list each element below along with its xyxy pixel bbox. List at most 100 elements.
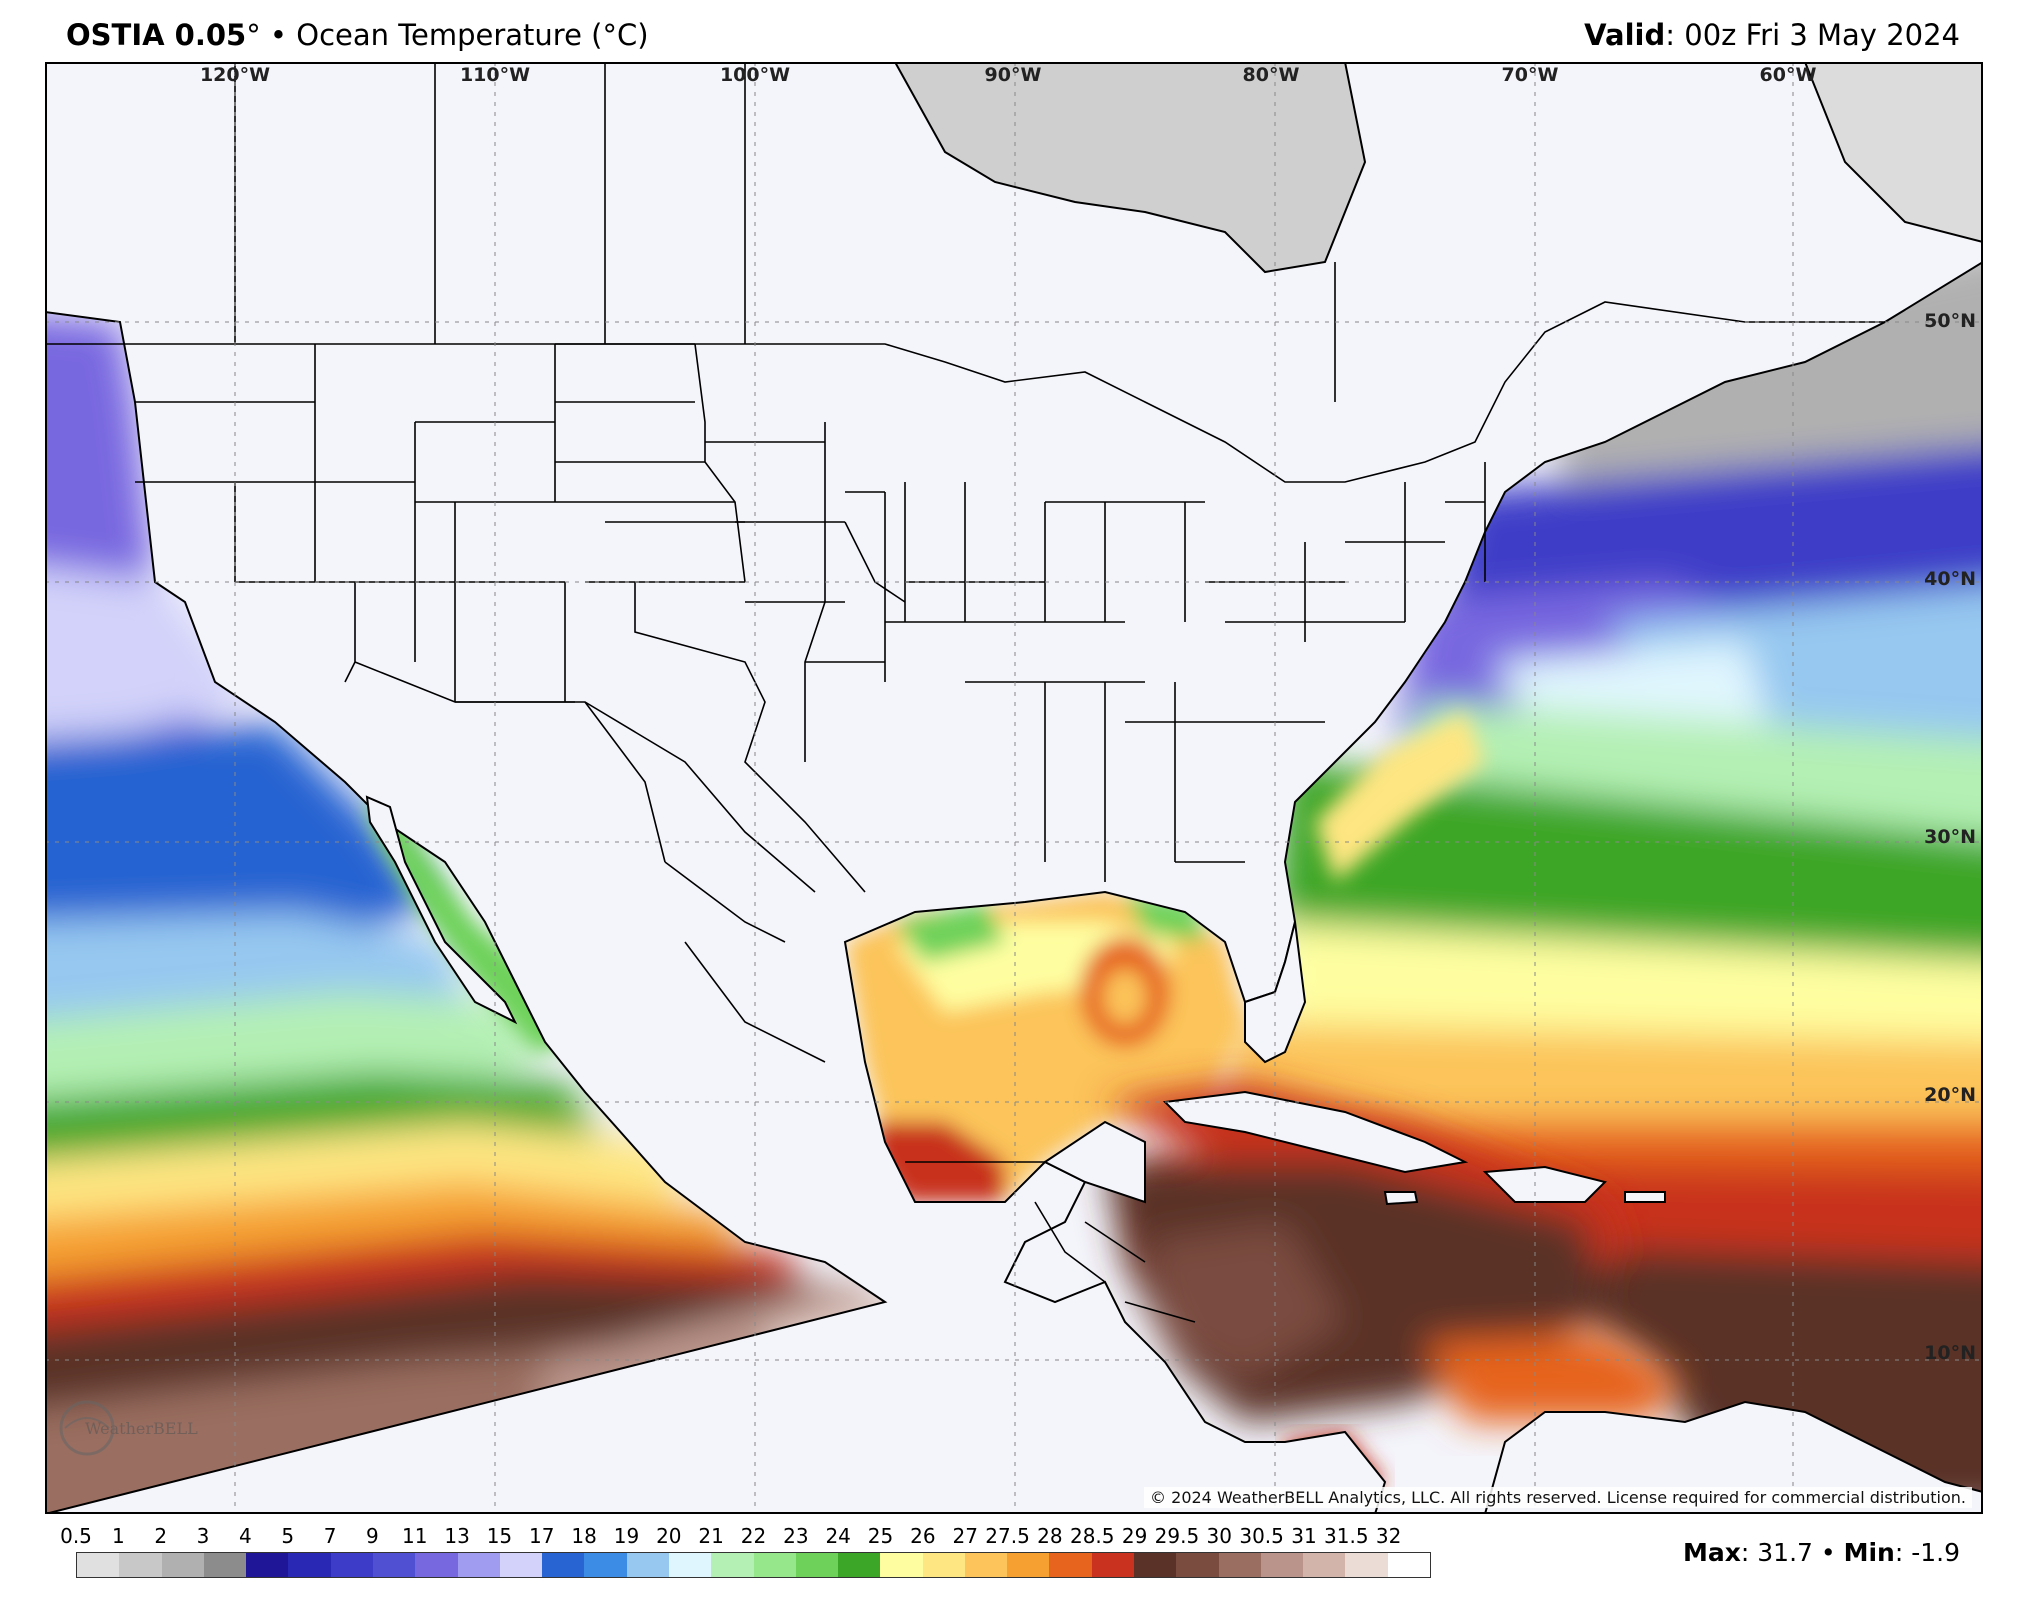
lat-label-50n: 50°N [1924,310,1976,332]
land-mass [45,62,1983,1514]
sst-map [45,62,1983,1514]
legend-swatch [77,1553,120,1577]
title-bullet: • [269,18,288,52]
legend-label: 26 [910,1524,936,1548]
legend-swatch [880,1553,923,1577]
lon-label-120w: 120°W [199,64,271,86]
lon-label-90w: 90°W [984,64,1042,86]
legend-label: 30 [1206,1524,1233,1548]
legend-label: 27.5 [985,1524,1030,1548]
legend-label: 5 [281,1524,295,1548]
legend-label: 4 [239,1524,252,1548]
weatherbell-logo: WeatherBELL [59,1400,198,1456]
legend-swatch [1091,1553,1135,1577]
valid-time-value: : 00z Fri 3 May 2024 [1665,18,1960,52]
legend-label: 17 [529,1524,555,1548]
legend-swatch [119,1553,162,1577]
legend-swatch [922,1553,965,1577]
legend-labels: 0.5 1 2 3 4 5 7 9 11 13 15 17 18 19 20 21 22 23 24 25 26 27 27… [58,1524,1438,1550]
legend-label: 15 [486,1524,513,1548]
legend-swatch [1218,1553,1261,1577]
valid-time: Valid: 00z Fri 3 May 2024 [1584,18,1960,52]
legend-swatch [753,1553,796,1577]
min-value: : -1.9 [1894,1538,1960,1567]
legend-swatch [1134,1553,1177,1577]
svg-text:WeatherBELL: WeatherBELL [85,1419,198,1438]
legend-swatch [499,1553,543,1577]
legend-label: 30.5 [1239,1524,1284,1548]
legend-label: 18 [571,1524,597,1548]
legend-swatch [1049,1553,1092,1577]
legend-swatch [795,1553,839,1577]
legend-swatch [288,1553,331,1577]
legend-swatch [457,1553,500,1577]
legend-swatch [1387,1553,1430,1577]
legend-label: 1 [111,1524,125,1548]
lon-label-100w: 100°W [719,64,791,86]
legend-label: 2 [154,1524,168,1548]
legend-label: 24 [825,1524,851,1548]
legend-label: 29.5 [1154,1524,1200,1548]
lat-label-40n: 40°N [1924,568,1976,590]
legend-label: 28.5 [1069,1524,1115,1548]
legend-label: 20 [656,1524,682,1548]
degree-symbol: ° [246,18,261,52]
graticule [45,62,1983,1514]
legend-swatch [1345,1553,1388,1577]
max-value: : 31.7 [1740,1538,1813,1567]
map-title: OSTIA 0.05° • Ocean Temperature (°C) [66,18,649,52]
legend-label: 0.5 [60,1524,92,1548]
lat-label-10n: 10°N [1924,1342,1976,1364]
min-label: Min [1843,1538,1895,1567]
variable-name: Ocean Temperature (°C) [296,18,649,52]
lat-label-20n: 20°N [1924,1084,1976,1106]
model-name: OSTIA 0.05 [66,18,247,52]
legend-swatch [584,1553,627,1577]
legend-label: 13 [444,1524,470,1548]
legend-swatch [203,1553,247,1577]
max-min-stats: Max: 31.7 • Min: -1.9 [1683,1538,1960,1567]
stats-separator: • [1820,1538,1836,1567]
legend-swatch [246,1553,289,1577]
lat-label-30n: 30°N [1924,826,1976,848]
legend-swatch [1260,1553,1304,1577]
legend-label: 22 [740,1524,767,1548]
legend-label: 29 [1121,1524,1148,1548]
legend-swatch [668,1553,712,1577]
valid-label: Valid [1584,18,1666,52]
legend-swatch [1007,1553,1050,1577]
legend-swatch [1303,1553,1346,1577]
legend-swatch [415,1553,458,1577]
legend-label: 25 [867,1524,894,1548]
legend-swatch [1176,1553,1219,1577]
legend-swatch [711,1553,754,1577]
gulf-of-mexico-sst [845,892,1245,1202]
lon-label-60w: 60°W [1759,64,1817,86]
legend-swatch [542,1553,585,1577]
legend-label: 9 [366,1524,379,1548]
legend-label: 31 [1291,1524,1317,1548]
map-frame [45,62,1983,1514]
lon-label-110w: 110°W [459,64,531,86]
legend-swatch [330,1553,373,1577]
legend-label: 11 [402,1524,428,1548]
color-legend [76,1552,1431,1578]
legend-label: 3 [196,1524,210,1548]
legend-label: 21 [698,1524,724,1548]
legend-label: 7 [323,1524,337,1548]
lon-label-70w: 70°W [1501,64,1559,86]
legend-swatch [161,1553,204,1577]
lon-label-80w: 80°W [1242,64,1300,86]
legend-swatch [964,1553,1008,1577]
legend-label: 19 [613,1524,640,1548]
legend-label: 32 [1375,1524,1402,1548]
legend-label: 31.5 [1324,1524,1369,1548]
legend-swatch [626,1553,669,1577]
hudson-bay-ice [895,62,1365,272]
legend-swatch [372,1553,416,1577]
max-label: Max [1683,1538,1741,1567]
legend-swatch [838,1553,881,1577]
legend-label: 23 [783,1524,809,1548]
legend-label: 28 [1037,1524,1063,1548]
copyright-notice: © 2024 WeatherBELL Analytics, LLC. All r… [1144,1487,1972,1508]
